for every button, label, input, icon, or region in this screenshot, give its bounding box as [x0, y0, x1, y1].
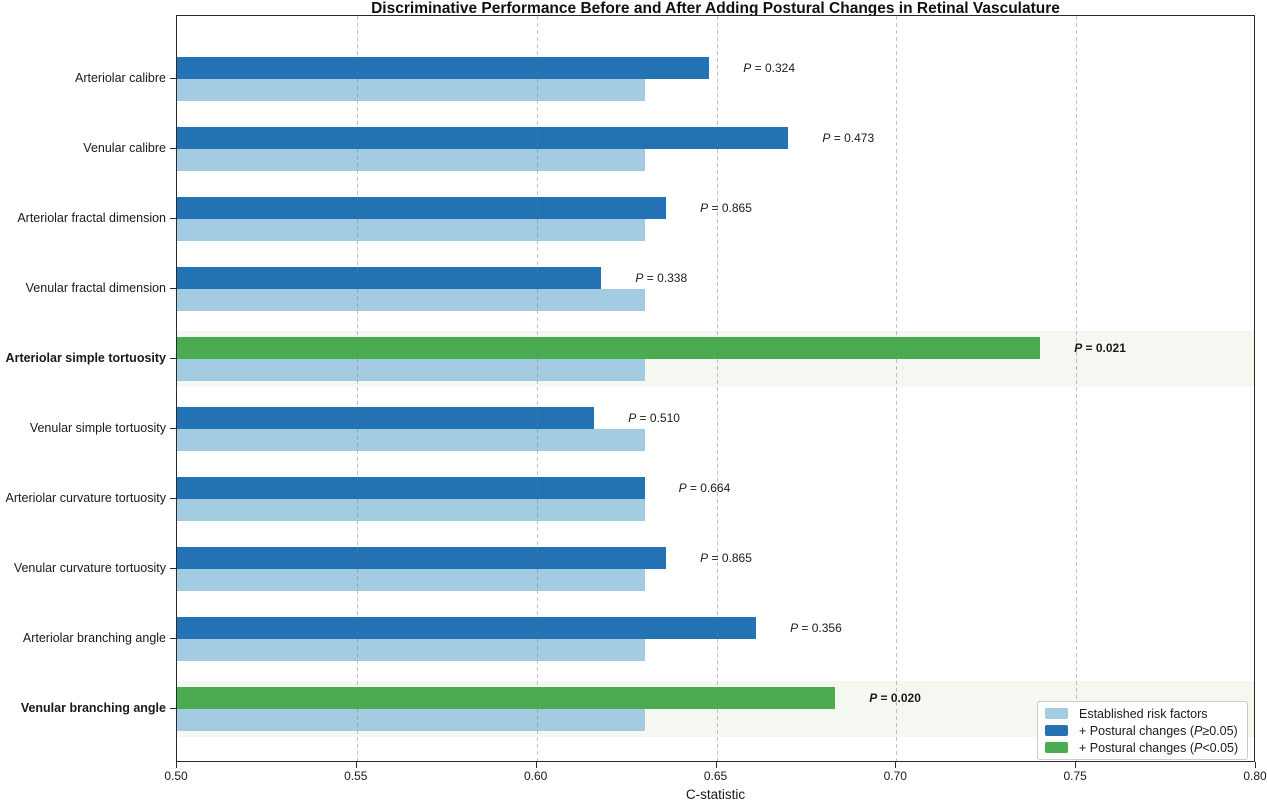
p-value-label: P = 0.324: [743, 61, 796, 75]
bar-with-postural-changes: [177, 127, 789, 149]
p-value-label: P = 0.021: [1074, 341, 1126, 355]
bar-established-risk-factors: [177, 639, 645, 661]
grid-line: [896, 16, 898, 761]
legend-label: Established risk factors: [1079, 706, 1208, 721]
bar-established-risk-factors: [177, 149, 645, 171]
bar-established-risk-factors: [177, 79, 645, 101]
category-label: Arteriolar branching angle: [22, 631, 166, 645]
legend-item: Established risk factors: [1045, 705, 1240, 722]
bar-established-risk-factors: [177, 219, 645, 241]
bar-with-postural-changes: [177, 687, 836, 709]
x-tick-mark: [1255, 762, 1257, 768]
y-tick-mark: [170, 638, 176, 640]
legend-label: + Postural changes (P<0.05): [1079, 740, 1239, 755]
category-label: Venular fractal dimension: [25, 281, 166, 295]
bar-established-risk-factors: [177, 569, 645, 591]
grid-line: [1076, 16, 1078, 761]
grid-line: [356, 16, 358, 761]
y-tick-mark: [170, 148, 176, 150]
bar-with-postural-changes: [177, 337, 1041, 359]
x-tick-mark: [535, 762, 537, 768]
grid-line: [536, 16, 538, 761]
p-value-label: P = 0.473: [822, 131, 875, 145]
p-value-label: P = 0.865: [700, 201, 752, 215]
y-tick-mark: [170, 498, 176, 500]
category-label: Venular calibre: [83, 141, 166, 155]
category-label: Arteriolar calibre: [74, 71, 166, 85]
x-tick-label: 0.75: [1063, 769, 1087, 783]
x-tick-mark: [895, 762, 897, 768]
bar-with-postural-changes: [177, 547, 667, 569]
y-tick-mark: [170, 288, 176, 290]
y-tick-mark: [170, 568, 176, 570]
bar-with-postural-changes: [177, 617, 757, 639]
x-axis-label: C-statistic: [685, 787, 746, 802]
legend-item: + Postural changes (P≥0.05): [1045, 722, 1240, 739]
bar-with-postural-changes: [177, 57, 710, 79]
p-value-label: P = 0.510: [628, 411, 680, 425]
x-tick-label: 0.55: [344, 769, 368, 783]
legend-item: + Postural changes (P<0.05): [1045, 739, 1240, 756]
x-tick-label: 0.50: [164, 769, 188, 783]
x-tick-label: 0.70: [883, 769, 907, 783]
bar-with-postural-changes: [177, 407, 595, 429]
p-value-label: P = 0.356: [790, 621, 842, 635]
y-tick-mark: [170, 428, 176, 430]
established-swatch: [1045, 708, 1068, 719]
y-tick-mark: [170, 218, 176, 220]
p-value-label: P = 0.338: [635, 271, 688, 285]
bar-established-risk-factors: [177, 429, 645, 451]
y-tick-mark: [170, 78, 176, 80]
grid-line: [716, 16, 718, 761]
chart-title: Discriminative Performance Before and Af…: [371, 0, 1060, 17]
postural-nonsig-swatch: [1045, 725, 1068, 736]
category-label: Arteriolar fractal dimension: [17, 211, 166, 225]
bar-established-risk-factors: [177, 709, 645, 731]
category-label: Arteriolar simple tortuosity: [5, 351, 166, 365]
x-tick-label: 0.80: [1243, 769, 1267, 783]
y-tick-mark: [170, 708, 176, 710]
bar-established-risk-factors: [177, 289, 645, 311]
bar-with-postural-changes: [177, 197, 667, 219]
category-label: Venular branching angle: [20, 701, 166, 715]
postural-sig-swatch: [1045, 742, 1068, 753]
category-label: Venular simple tortuosity: [29, 421, 166, 435]
category-label: Arteriolar curvature tortuosity: [5, 491, 166, 505]
bar-established-risk-factors: [177, 359, 645, 381]
p-value-label: P = 0.020: [869, 691, 921, 705]
p-value-label: P = 0.865: [700, 551, 752, 565]
x-tick-label: 0.65: [703, 769, 728, 783]
x-tick-mark: [1075, 762, 1077, 768]
x-tick-label: 0.60: [524, 769, 548, 783]
legend: Established risk factors + Postural chang…: [1037, 701, 1248, 760]
y-tick-mark: [170, 358, 176, 360]
legend-label: + Postural changes (P≥0.05): [1079, 723, 1238, 738]
x-tick-mark: [355, 762, 357, 768]
x-tick-mark: [176, 762, 178, 768]
x-tick-mark: [715, 762, 717, 768]
category-label: Venular curvature tortuosity: [13, 561, 166, 575]
bar-established-risk-factors: [177, 499, 645, 521]
p-value-label: P = 0.664: [678, 481, 731, 495]
bar-with-postural-changes: [177, 477, 645, 499]
bar-with-postural-changes: [177, 267, 602, 289]
plot-area: P = 0.324 P = 0.473 P = 0.865 P = 0.338 P = …: [176, 15, 1255, 762]
